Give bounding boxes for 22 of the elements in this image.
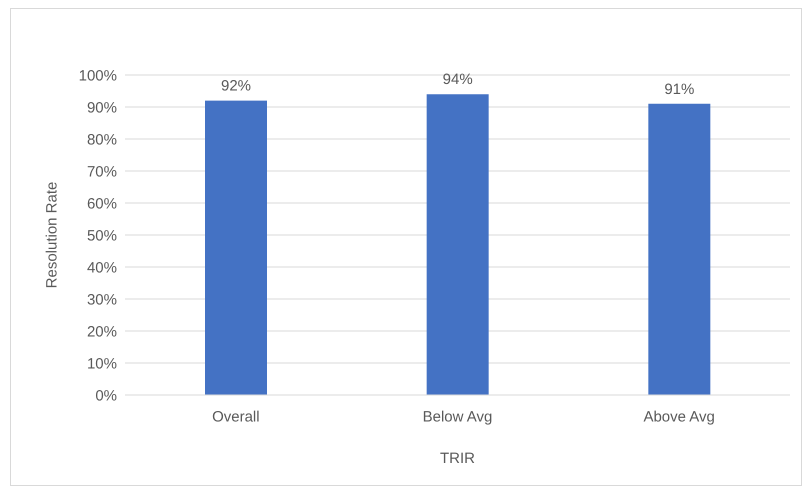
x-tick-label: Below Avg — [422, 408, 492, 426]
y-axis-title: Resolution Rate — [43, 182, 60, 288]
x-tick-label: Above Avg — [643, 408, 715, 426]
bar — [426, 94, 489, 395]
y-tick-label: 0% — [95, 387, 117, 404]
y-tick-label: 40% — [86, 259, 117, 276]
y-tick-label: 20% — [86, 323, 117, 340]
y-tick-label: 50% — [86, 227, 117, 244]
y-tick-label: 30% — [86, 291, 117, 308]
bar — [648, 104, 710, 395]
data-label: 92% — [220, 78, 252, 95]
y-tick-label: 70% — [86, 163, 117, 180]
y-tick-label: 60% — [86, 195, 117, 212]
y-tick-label: 80% — [86, 131, 117, 148]
data-label: 91% — [664, 80, 694, 98]
data-label: 94% — [442, 71, 473, 88]
x-axis-title: TRIR — [440, 450, 476, 467]
bar — [205, 100, 267, 395]
y-tick-label: 10% — [86, 355, 117, 372]
x-tick-label: Overall — [212, 408, 260, 426]
y-tick-label: 100% — [78, 67, 117, 84]
y-tick-label: 90% — [86, 99, 117, 116]
